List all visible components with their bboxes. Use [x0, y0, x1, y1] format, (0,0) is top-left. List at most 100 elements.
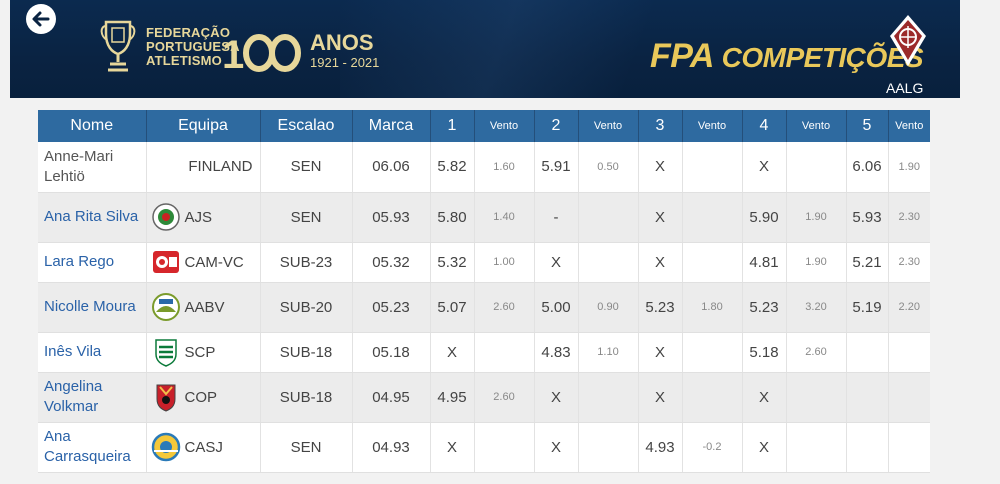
team-cell: COP — [145, 372, 260, 423]
marca-cell: 05.93 — [351, 192, 430, 243]
column-header-escalao[interactable]: Escalao — [259, 110, 352, 142]
team-name: COP — [184, 388, 218, 406]
column-header-attempt-3[interactable]: 3 — [637, 110, 682, 142]
team-cell: AABV — [145, 282, 260, 333]
attempt-4-cell: 5.18 — [741, 332, 786, 373]
wind-3-cell — [681, 242, 742, 283]
back-button[interactable] — [26, 4, 56, 34]
athlete-name[interactable]: Ana Carrasqueira — [38, 422, 146, 473]
table-row[interactable]: Angelina Volkmar COP SUB-18 04.95 4.95 2.60 X X… — [38, 372, 930, 423]
ajs-logo-icon — [151, 202, 181, 232]
table-row[interactable]: Inês Vila SCP SUB-18 05.18 X 4.83 1.10 X 5.18 2.6… — [38, 332, 930, 373]
table-row[interactable]: Anne-Mari Lehtiö FINLAND SEN 06.06 5.82 1.60 5… — [38, 142, 930, 193]
column-header-vento-3[interactable]: Vento — [681, 110, 742, 142]
wind-5-cell: 2.20 — [887, 282, 930, 333]
attempt-1-cell: 4.95 — [429, 372, 474, 423]
wind-1-cell: 1.00 — [473, 242, 534, 283]
wind-2-cell: 0.90 — [577, 282, 638, 333]
team-cell: FINLAND — [145, 142, 260, 193]
attempt-3-cell: X — [637, 192, 682, 243]
wind-1-cell: 1.40 — [473, 192, 534, 243]
attempt-2-cell: - — [533, 192, 578, 243]
casj-logo-icon — [151, 432, 181, 462]
attempt-1-cell: 5.07 — [429, 282, 474, 333]
attempt-1-cell: X — [429, 332, 474, 373]
table-header-row: Nome Equipa Escalao Marca 1 Vento 2 Vent… — [38, 110, 930, 142]
attempt-5-cell: 6.06 — [845, 142, 888, 193]
scp-logo-icon — [151, 337, 181, 367]
attempt-5-cell — [845, 372, 888, 423]
table-row[interactable]: Ana Carrasqueira CASJ SEN 04.93 X X 4.93 -0.2 X — [38, 422, 930, 473]
athlete-name[interactable]: Ana Rita Silva — [38, 192, 146, 243]
table-row[interactable]: Ana Rita Silva AJS SEN 05.93 5.80 1.40- X 5.90 1… — [38, 192, 930, 243]
svg-text:1: 1 — [222, 33, 244, 74]
wind-4-cell — [785, 142, 846, 193]
wind-5-cell — [887, 372, 930, 423]
arrow-left-icon — [32, 11, 50, 27]
cop-logo-icon — [151, 382, 181, 412]
wind-3-cell — [681, 372, 742, 423]
team-name: CASJ — [184, 438, 223, 456]
column-header-attempt-4[interactable]: 4 — [741, 110, 786, 142]
wind-4-cell: 1.90 — [785, 242, 846, 283]
marca-cell: 04.95 — [351, 372, 430, 423]
escalao-cell: SUB-20 — [259, 282, 352, 333]
athlete-name[interactable]: Nicolle Moura — [38, 282, 146, 333]
escalao-cell: SEN — [259, 192, 352, 243]
header-banner: FEDERAÇÃO PORTUGUESA ATLETISMO 1 ANOS 19… — [10, 0, 960, 98]
attempt-5-cell: 5.21 — [845, 242, 888, 283]
wind-5-cell — [887, 332, 930, 373]
attempt-2-cell: 4.83 — [533, 332, 578, 373]
table-row[interactable]: Lara Rego CAM-VC SUB-23 05.32 5.32 1.00 X X 4.81… — [38, 242, 930, 283]
wind-4-cell: 3.20 — [785, 282, 846, 333]
column-header-nome[interactable]: Nome — [38, 110, 146, 142]
attempt-3-cell: X — [637, 242, 682, 283]
column-header-vento-4[interactable]: Vento — [785, 110, 846, 142]
column-header-attempt-5[interactable]: 5 — [845, 110, 888, 142]
attempt-1-cell: 5.82 — [429, 142, 474, 193]
attempt-5-cell: 5.93 — [845, 192, 888, 243]
column-header-vento-5[interactable]: Vento — [887, 110, 930, 142]
column-header-attempt-1[interactable]: 1 — [429, 110, 474, 142]
wind-1-cell: 1.60 — [473, 142, 534, 193]
attempt-5-cell — [845, 422, 888, 473]
column-header-attempt-2[interactable]: 2 — [533, 110, 578, 142]
wind-2-cell — [577, 192, 638, 243]
team-name: AJS — [184, 208, 213, 226]
athlete-name[interactable]: Inês Vila — [38, 332, 146, 373]
attempt-1-cell: X — [429, 422, 474, 473]
wind-4-cell — [785, 422, 846, 473]
athlete-name[interactable]: Anne-Mari Lehtiö — [38, 142, 146, 193]
attempt-3-cell: X — [637, 372, 682, 423]
attempt-4-cell: 5.90 — [741, 192, 786, 243]
federation-name: FEDERAÇÃO PORTUGUESA ATLETISMO — [146, 25, 240, 68]
anniversary-years: 1921 - 2021 — [310, 55, 380, 70]
wind-2-cell: 1.10 — [577, 332, 638, 373]
attempt-4-cell: 4.81 — [741, 242, 786, 283]
wind-2-cell: 0.50 — [577, 142, 638, 193]
escalao-cell: SUB-23 — [259, 242, 352, 283]
team-name: FINLAND — [188, 158, 253, 176]
wind-5-cell: 2.30 — [887, 242, 930, 283]
athlete-name[interactable]: Lara Rego — [38, 242, 146, 283]
team-name: SCP — [184, 343, 216, 361]
wind-1-cell: 2.60 — [473, 372, 534, 423]
athlete-name[interactable]: Angelina Volkmar — [38, 372, 146, 423]
marca-cell: 05.32 — [351, 242, 430, 283]
table-row[interactable]: Nicolle Moura AABV SUB-20 05.23 5.07 2.60 5.00… — [38, 282, 930, 333]
column-header-equipa[interactable]: Equipa — [145, 110, 260, 142]
attempt-4-cell: X — [741, 372, 786, 423]
wind-3-cell: 1.80 — [681, 282, 742, 333]
column-header-marca[interactable]: Marca — [351, 110, 430, 142]
results-table: Nome Equipa Escalao Marca 1 Vento 2 Vent… — [38, 110, 930, 473]
marca-cell: 05.23 — [351, 282, 430, 333]
cam-vc-logo-icon — [151, 247, 181, 277]
wind-3-cell: -0.2 — [681, 422, 742, 473]
attempt-4-cell: 5.23 — [741, 282, 786, 333]
column-header-vento-1[interactable]: Vento — [473, 110, 534, 142]
column-header-vento-2[interactable]: Vento — [577, 110, 638, 142]
team-cell: CAM-VC — [145, 242, 260, 283]
attempt-2-cell: X — [533, 242, 578, 283]
marca-cell: 04.93 — [351, 422, 430, 473]
